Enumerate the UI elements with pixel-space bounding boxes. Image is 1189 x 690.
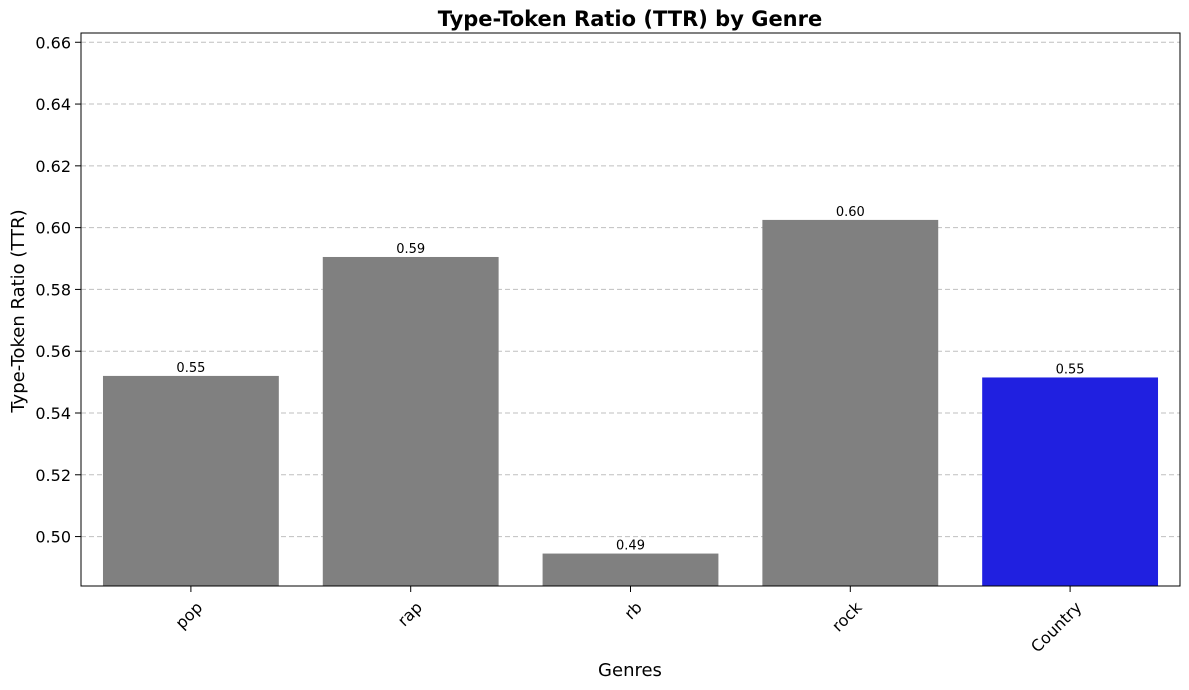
- data-label-pop: 0.55: [176, 361, 205, 376]
- x-tick-label: Country: [1027, 598, 1085, 656]
- x-axis: pop rap rb rock Country: [171, 586, 1085, 656]
- y-tick-label: 0.62: [35, 157, 71, 176]
- x-tick-label: rock: [828, 597, 866, 635]
- y-axis-label: Type-Token Ratio (TTR): [8, 209, 29, 413]
- bar-pop: [102, 375, 279, 586]
- y-tick-label: 0.52: [35, 466, 71, 485]
- y-tick-label: 0.60: [35, 219, 71, 238]
- y-tick-label: 0.56: [35, 342, 71, 361]
- chart-title: Type-Token Ratio (TTR) by Genre: [438, 7, 822, 31]
- data-label-rb: 0.49: [616, 539, 645, 554]
- x-axis-label: Genres: [598, 660, 662, 681]
- data-label-country: 0.55: [1056, 362, 1085, 377]
- y-tick-label: 0.54: [35, 404, 71, 423]
- data-label-rock: 0.60: [836, 205, 865, 220]
- bar-rap: [322, 256, 499, 586]
- data-label-rap: 0.59: [396, 242, 425, 257]
- bars-group: [102, 219, 1159, 586]
- bar-country: [982, 377, 1159, 586]
- bar-rb: [542, 553, 719, 586]
- y-tick-label: 0.66: [35, 33, 71, 52]
- x-tick-label: rb: [621, 598, 646, 623]
- bar-rock: [762, 219, 939, 586]
- x-tick-label: pop: [171, 598, 206, 633]
- x-tick-label: rap: [394, 598, 426, 630]
- y-tick-label: 0.50: [35, 528, 71, 547]
- data-labels-group: 0.55 0.59 0.49 0.60 0.55: [176, 205, 1084, 554]
- plot-frame: [80, 32, 1181, 587]
- y-axis: 0.50 0.52 0.54 0.56 0.58 0.60 0.62 0.64 0.66: [35, 33, 81, 547]
- y-tick-label: 0.58: [35, 280, 71, 299]
- y-tick-label: 0.64: [35, 95, 71, 114]
